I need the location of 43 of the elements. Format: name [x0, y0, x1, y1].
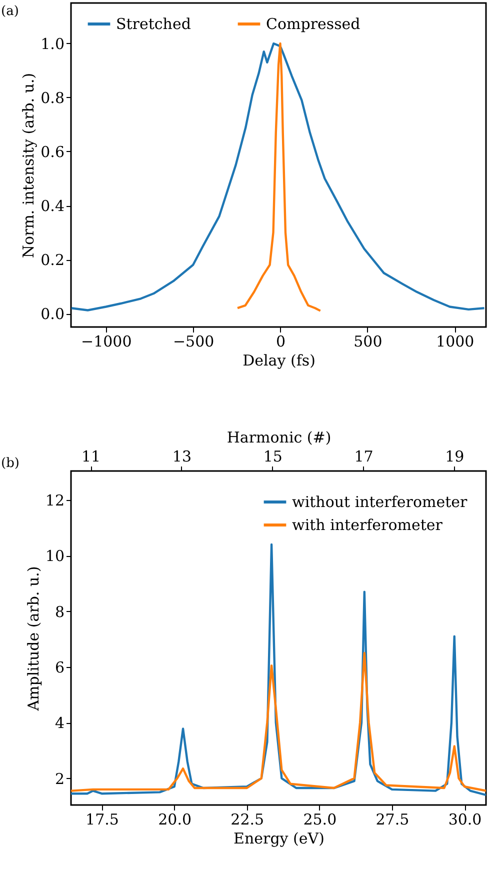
x-tick-label: −500 [172, 332, 214, 350]
y-axis-title: Norm. intensity (arb. u.) [20, 72, 38, 258]
y-tick-label: 8 [54, 602, 64, 621]
y-tick-label: 2 [54, 770, 64, 788]
line-series [71, 652, 486, 792]
x-tick-label: 1000 [436, 332, 474, 350]
line-series [236, 42, 322, 312]
x2-axis-title: Harmonic (#) [226, 428, 332, 446]
line-series [71, 543, 486, 796]
y-tick-label: 1.0 [40, 35, 64, 53]
x-tick-label: 20.0 [158, 810, 192, 828]
y-tick-label: 0.4 [40, 197, 64, 215]
chart-title: (a) [1, 4, 19, 19]
legend-label: Compressed [266, 15, 361, 33]
x-tick-label: −1000 [81, 332, 132, 350]
y-tick-label: 0.8 [40, 89, 64, 107]
y-tick-label: 0.2 [40, 251, 64, 269]
x-tick-label: 27.5 [376, 810, 410, 828]
chart-title: (b) [1, 456, 20, 471]
x-tick-label: 500 [354, 332, 382, 350]
y-tick-label: 10 [45, 547, 64, 566]
x-axis-title: Energy (eV) [234, 830, 324, 848]
x-tick-label: 25.0 [303, 810, 337, 828]
y-tick-label: 12 [45, 491, 64, 510]
x2-tick-label: 19 [445, 448, 464, 466]
y-tick-label: 0.6 [40, 143, 64, 161]
x2-tick-label: 15 [263, 448, 282, 466]
y-tick-label: 4 [54, 714, 64, 732]
legend-label: without interferometer [292, 493, 468, 511]
line-series [71, 42, 486, 312]
y-tick-label: 6 [54, 658, 64, 676]
legend-label: Stretched [116, 15, 192, 33]
x-tick-label: 30.0 [448, 810, 482, 828]
x-tick-label: 17.5 [86, 810, 119, 828]
y-axis-title: Amplitude (arb. u.) [24, 566, 42, 712]
legend-label: with interferometer [292, 516, 444, 534]
x2-tick-label: 11 [82, 448, 101, 466]
y-tick-label: 0.0 [40, 305, 64, 323]
x-tick-label: 22.5 [230, 810, 264, 828]
x2-tick-label: 17 [354, 448, 374, 466]
x-tick-label: 0 [276, 332, 286, 350]
x-axis-title: Delay (fs) [242, 352, 316, 370]
x2-tick-label: 13 [172, 448, 192, 466]
